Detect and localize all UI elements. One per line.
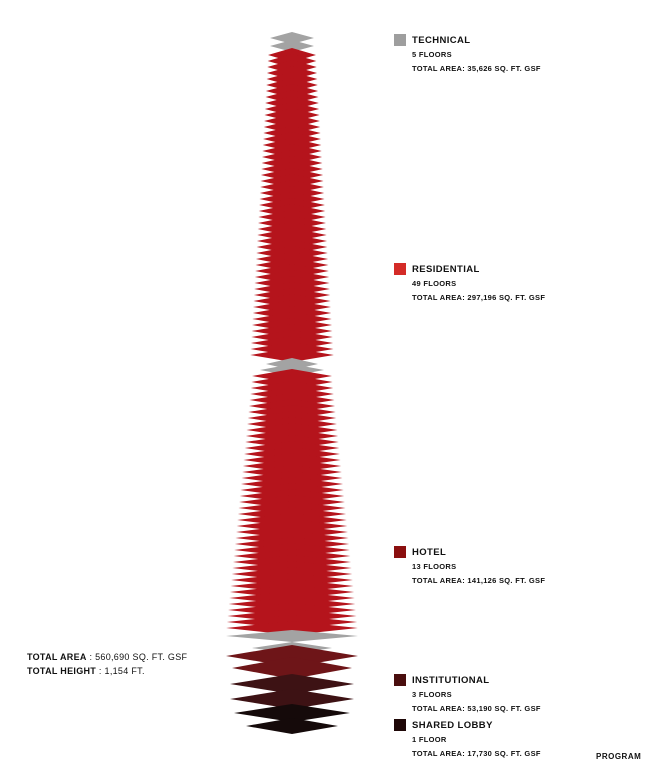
legend-residential: RESIDENTIAL 49 FLOORS TOTAL AREA: 297,19… <box>394 261 634 305</box>
legend-name: INSTITUTIONAL <box>412 674 490 686</box>
total-area-line: TOTAL AREA : 560,690 SQ. FT. GSF <box>27 652 188 662</box>
floor-residential <box>250 348 334 362</box>
floor-technical <box>226 630 358 642</box>
institutional-swatch <box>394 674 406 686</box>
floor-technical <box>270 32 314 44</box>
legend-floors: 13 FLOORS <box>412 562 457 571</box>
legend-floors: 5 FLOORS <box>412 50 452 59</box>
legend-floors: 3 FLOORS <box>412 690 452 699</box>
legend-name: TECHNICAL <box>412 34 471 46</box>
legend-hotel: HOTEL 13 FLOORS TOTAL AREA: 141,126 SQ. … <box>394 544 634 588</box>
legend-area: TOTAL AREA: 35,626 SQ. FT. GSF <box>412 64 541 73</box>
legend-floors: 49 FLOORS <box>412 279 457 288</box>
floor-institutional <box>230 674 354 694</box>
floor-lobby <box>246 718 338 734</box>
total-height-line: TOTAL HEIGHT : 1,154 FT. <box>27 666 145 676</box>
residential-swatch <box>394 263 406 275</box>
legend-name: RESIDENTIAL <box>412 263 480 275</box>
floor-residential <box>226 621 358 635</box>
floor-institutional <box>230 689 354 709</box>
legend-area: TOTAL AREA: 141,126 SQ. FT. GSF <box>412 576 546 585</box>
floor-hotel <box>226 645 358 667</box>
legend-floors: 1 FLOOR <box>412 735 447 744</box>
legend-name: HOTEL <box>412 546 447 558</box>
floor-technical <box>270 40 314 52</box>
lobby-swatch <box>394 719 406 731</box>
legend-name: SHARED LOBBY <box>412 719 493 731</box>
legend-area: TOTAL AREA: 17,730 SQ. FT. GSF <box>412 749 541 758</box>
legend-area: TOTAL AREA: 53,190 SQ. FT. GSF <box>412 704 541 713</box>
program-label: PROGRAM <box>596 752 642 761</box>
floor-lobby <box>234 704 350 722</box>
hotel-swatch <box>394 546 406 558</box>
legend-shared-lobby: SHARED LOBBY 1 FLOOR TOTAL AREA: 17,730 … <box>394 717 634 761</box>
legend-technical: TECHNICAL 5 FLOORS TOTAL AREA: 35,626 SQ… <box>394 32 634 76</box>
legend-institutional: INSTITUTIONAL 3 FLOORS TOTAL AREA: 53,19… <box>394 672 634 716</box>
legend-area: TOTAL AREA: 297,196 SQ. FT. GSF <box>412 293 546 302</box>
technical-swatch <box>394 34 406 46</box>
floor-hotel <box>232 657 352 679</box>
project-totals: TOTAL AREA : 560,690 SQ. FT. GSF TOTAL H… <box>27 650 187 678</box>
